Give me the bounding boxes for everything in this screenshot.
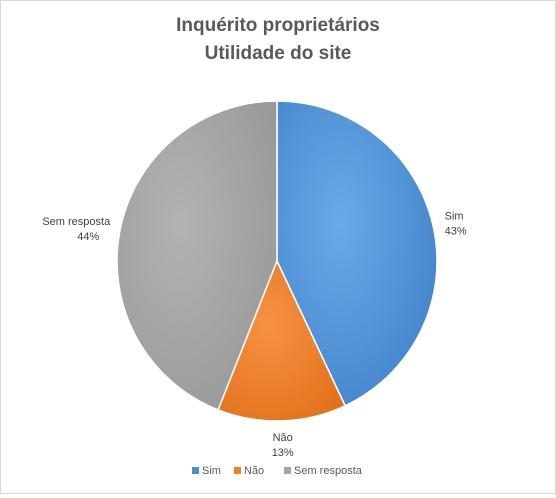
legend-swatch-sem-resposta: [284, 467, 291, 474]
legend-label-nao: Não: [244, 465, 264, 477]
legend-swatch-nao: [234, 467, 241, 474]
data-label-nao-name: Não: [273, 432, 293, 444]
chart-title: Inquérito proprietários: [176, 15, 380, 36]
data-label-sem-resposta-name: Sem resposta: [42, 216, 111, 228]
legend-label-sem-resposta: Sem resposta: [294, 465, 363, 477]
data-label-nao-value: 13%: [272, 447, 294, 459]
pie-slice-sim: [276, 100, 438, 407]
legend-swatch-sim: [192, 467, 199, 474]
chart-subtitle: Utilidade do site: [205, 43, 352, 64]
data-label-sim-value: 43%: [445, 225, 467, 237]
pie-slice-sem-resposta: [116, 100, 278, 411]
legend-label-sim: Sim: [202, 465, 221, 477]
data-label-sim-name: Sim: [445, 210, 464, 222]
data-label-sem-resposta-value: 44%: [77, 231, 99, 243]
pie-slice-nao: [217, 259, 347, 422]
